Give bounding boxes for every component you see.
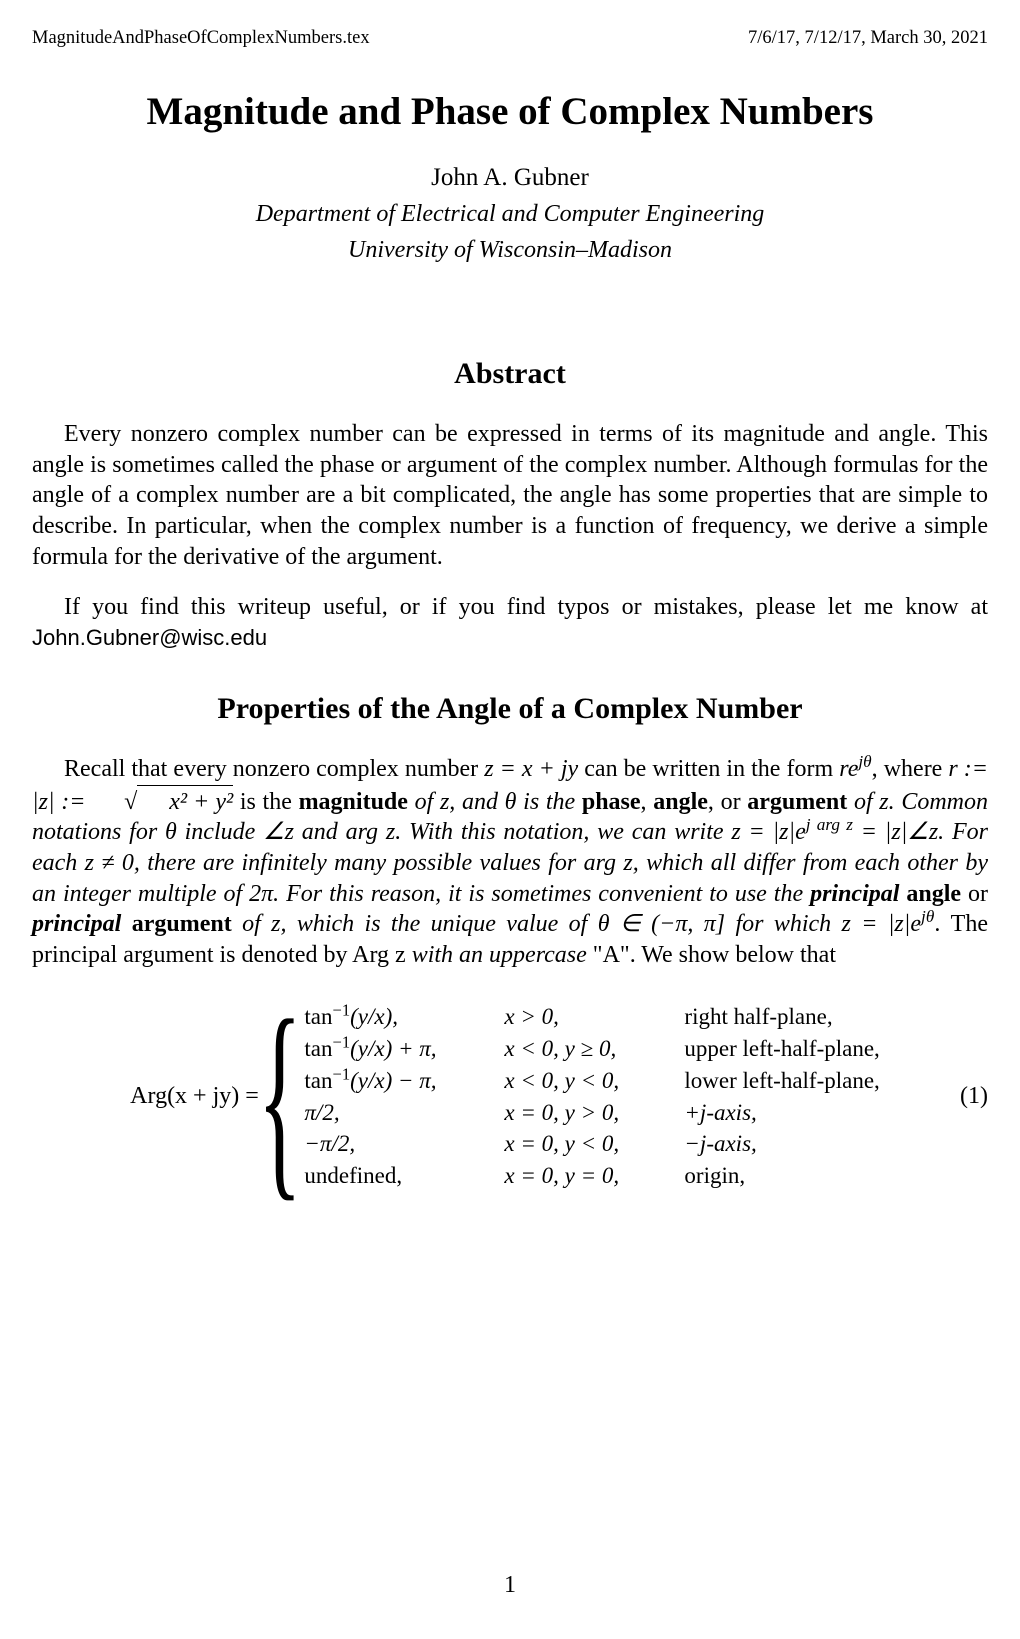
page-content: MagnitudeAndPhaseOfComplexNumbers.tex 7/… [0, 0, 1020, 1639]
case-formula-a: undefined, [304, 1163, 402, 1188]
text-ofzwhich: of z, which is the [232, 911, 431, 937]
document-title: Magnitude and Phase of Complex Numbers [32, 89, 988, 134]
math-zeq2: z = |z|e [842, 911, 921, 937]
term-argument: argument [747, 789, 847, 815]
text-ofzand: of z, and θ is the [408, 789, 582, 815]
equation-number: (1) [960, 1083, 988, 1110]
case-formula-a: π/2, [304, 1100, 339, 1125]
abstract-para2-text: If you find this writeup useful, or if y… [64, 594, 988, 620]
case-region: right half-plane, [684, 1001, 889, 1033]
text-withupper: with an uppercase [412, 942, 587, 968]
case-formula-b: (y/x), [350, 1004, 398, 1029]
math-sqrt-arg: x² + y² [137, 785, 233, 818]
cases-table: tan−1(y/x), x > 0, right half-plane, tan… [304, 1001, 889, 1192]
case-formula-b: (y/x) − π, [350, 1068, 436, 1093]
text-valueof: value of θ ∈ (−π, π] for which [496, 911, 842, 937]
term-principal2: principal [32, 911, 121, 937]
case-sup: −1 [333, 1032, 351, 1051]
term-angle2: angle [899, 881, 961, 907]
author-name: John A. Gubner [32, 164, 988, 192]
case-region: +j-axis, [684, 1097, 889, 1129]
case-region: origin, [684, 1160, 889, 1192]
case-row: tan−1(y/x) + π, x < 0, y ≥ 0, upper left… [304, 1033, 889, 1065]
body-paragraph: Recall that every nonzero complex number… [32, 754, 988, 971]
case-formula-a: tan [304, 1036, 332, 1061]
math-jtheta: jθ [858, 752, 871, 771]
case-row: tan−1(y/x), x > 0, right half-plane, [304, 1001, 889, 1033]
page-header: MagnitudeAndPhaseOfComplexNumbers.tex 7/… [32, 28, 988, 49]
case-cond: x = 0, y > 0, [504, 1097, 684, 1129]
text-isthe: is the [233, 789, 298, 815]
brace-left: { [257, 1009, 301, 1185]
equation-1: Arg(x + jy) = { tan−1(y/x), x > 0, right… [32, 1001, 988, 1192]
case-row: π/2, x = 0, y > 0, +j-axis, [304, 1097, 889, 1129]
text-or: , or [708, 789, 747, 815]
term-angle: angle [653, 789, 708, 815]
case-formula-b: (y/x) + π, [350, 1036, 436, 1061]
case-cond: x > 0, [504, 1001, 684, 1033]
case-sup: −1 [333, 1064, 351, 1083]
affiliation-univ: University of Wisconsin–Madison [32, 234, 988, 266]
case-region: lower left-half-plane, [684, 1065, 889, 1097]
case-cond: x = 0, y < 0, [504, 1128, 684, 1160]
case-formula-a: tan [304, 1004, 332, 1029]
abstract-heading: Abstract [32, 357, 988, 391]
case-cond: x < 0, y < 0, [504, 1065, 684, 1097]
case-formula-a: −π/2, [304, 1131, 355, 1156]
term-phase: phase [582, 789, 641, 815]
text-ashow: "A". We show below that [587, 942, 836, 968]
term-magnitude: magnitude [299, 789, 408, 815]
math-re: re [839, 756, 858, 782]
equation-cases: { tan−1(y/x), x > 0, right half-plane, t… [259, 1001, 890, 1192]
math-jargz: j arg z [806, 815, 853, 834]
math-zforms: z = |z|e [731, 819, 805, 845]
case-sup: −1 [333, 1000, 351, 1019]
math-sqrt: x² + y² [92, 785, 233, 818]
case-row: undefined, x = 0, y = 0, origin, [304, 1160, 889, 1192]
contact-email: John.Gubner@wisc.edu [32, 625, 267, 650]
text-or2: or [961, 881, 988, 907]
math-z-eq: z = x + jy [484, 756, 578, 782]
case-formula-a: tan [304, 1068, 332, 1093]
text-recall: Recall that every nonzero complex number [64, 756, 484, 782]
text-where: , where [872, 756, 949, 782]
case-region: upper left-half-plane, [684, 1033, 889, 1065]
abstract-paragraph-1: Every nonzero complex number can be expr… [32, 419, 988, 573]
term-principal1: principal [810, 881, 899, 907]
case-region: −j-axis, [684, 1128, 889, 1160]
math-jtheta2: jθ [921, 907, 934, 926]
abstract-paragraph-2: If you find this writeup useful, or if y… [32, 592, 988, 653]
affiliation-dept: Department of Electrical and Computer En… [32, 198, 988, 230]
header-dates: 7/6/17, 7/12/17, March 30, 2021 [748, 28, 988, 49]
case-cond: x < 0, y ≥ 0, [504, 1033, 684, 1065]
section-heading: Properties of the Angle of a Complex Num… [32, 692, 988, 726]
text-canbe: can be written in the form [578, 756, 839, 782]
math-eqangle: = |z|∠z [853, 819, 938, 845]
case-cond: x = 0, y = 0, [504, 1160, 684, 1192]
term-argument2: argument [121, 911, 231, 937]
equation-lhs: Arg(x + jy) = [130, 1083, 259, 1110]
case-row: tan−1(y/x) − π, x < 0, y < 0, lower left… [304, 1065, 889, 1097]
page-number: 1 [32, 1572, 988, 1599]
header-filename: MagnitudeAndPhaseOfComplexNumbers.tex [32, 28, 370, 49]
term-unique: unique [431, 911, 496, 937]
case-row: −π/2, x = 0, y < 0, −j-axis, [304, 1128, 889, 1160]
